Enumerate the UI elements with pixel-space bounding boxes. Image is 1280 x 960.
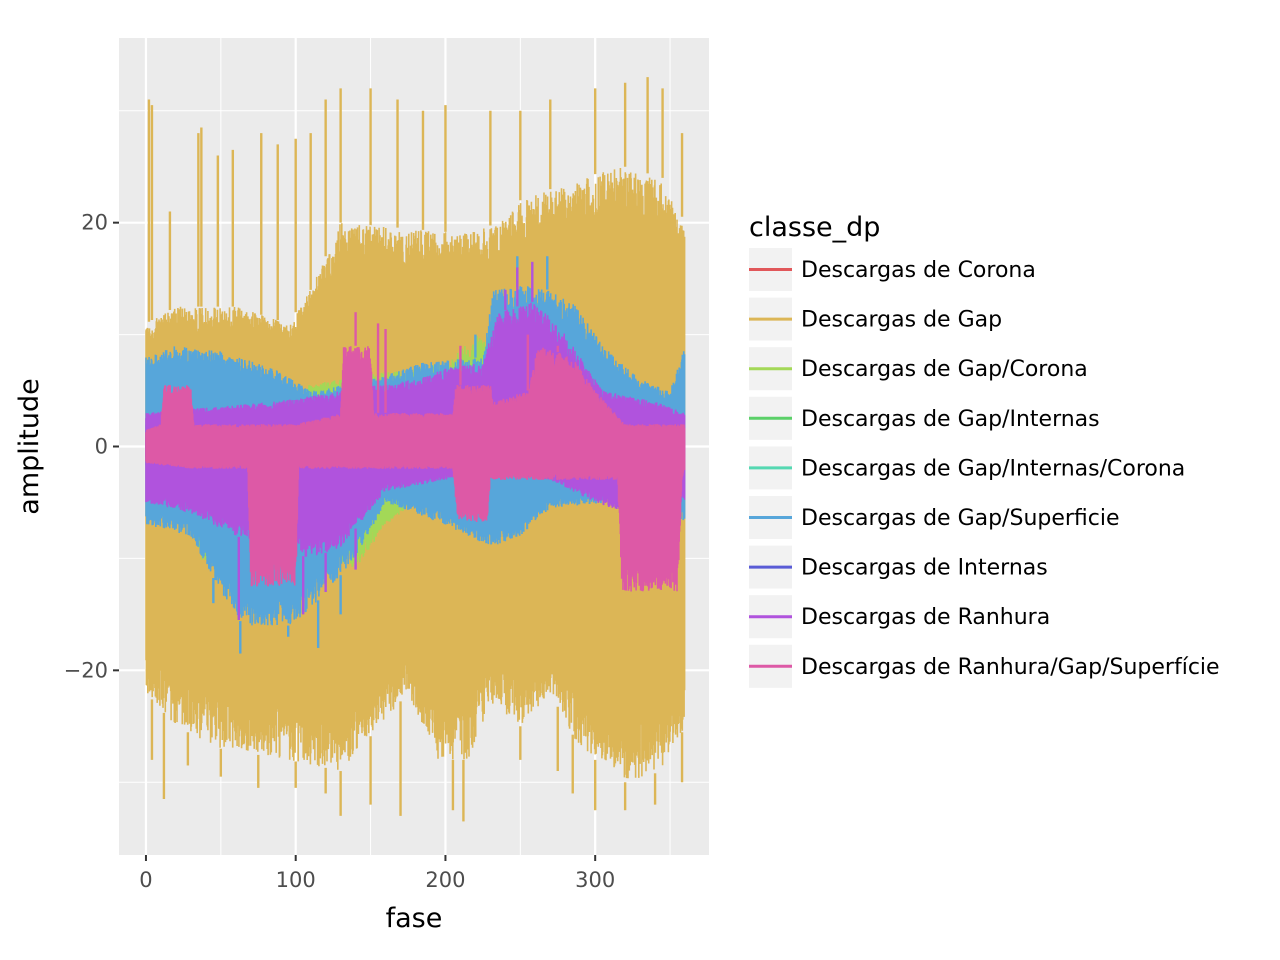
legend-item: Descargas de Internas [749,545,1048,589]
series-band [145,346,686,592]
legend-label: Descargas de Corona [801,258,1036,283]
x-axis-title: fase [386,903,443,934]
x-tick-label: 200 [425,868,465,892]
x-tick-label: 0 [139,868,152,892]
legend-item: Descargas de Gap/Internas [749,396,1100,440]
legend-item: Descargas de Gap/Corona [749,347,1088,391]
x-tick-label: 100 [276,868,316,892]
y-axis: −20 0 20 [64,211,119,682]
legend-item: Descargas de Gap/Internas/Corona [749,446,1185,490]
legend-item: Descargas de Ranhura [749,595,1050,639]
series-layer [145,77,686,822]
y-tick-label: 0 [95,435,108,459]
legend-label: Descargas de Ranhura [801,605,1050,630]
x-axis: 0 100 200 300 [139,855,615,892]
series-descargas-de-ranhura-gap-superf-cie [145,312,686,592]
legend-items: Descargas de Corona Descargas de Gap Desca… [749,248,1220,688]
legend-title: classe_dp [749,212,880,243]
legend-label: Descargas de Gap/Internas/Corona [801,456,1185,481]
legend-item: Descargas de Gap [749,297,1002,341]
x-tick-label: 300 [575,868,615,892]
legend-label: Descargas de Gap/Superficie [801,506,1120,531]
y-axis-title: amplitude [14,378,45,514]
y-tick-label: −20 [64,658,108,682]
legend-item: Descargas de Gap/Superficie [749,496,1120,539]
legend-item: Descargas de Ranhura/Gap/Superfície [749,644,1220,688]
legend-label: Descargas de Gap/Internas [801,407,1100,432]
legend-label: Descargas de Gap/Corona [801,357,1088,382]
y-tick-label: 20 [81,211,108,235]
legend-label: Descargas de Gap [801,308,1002,333]
legend-label: Descargas de Ranhura/Gap/Superfície [801,655,1220,680]
legend-item: Descargas de Corona [749,248,1036,291]
legend-label: Descargas de Internas [801,556,1048,581]
